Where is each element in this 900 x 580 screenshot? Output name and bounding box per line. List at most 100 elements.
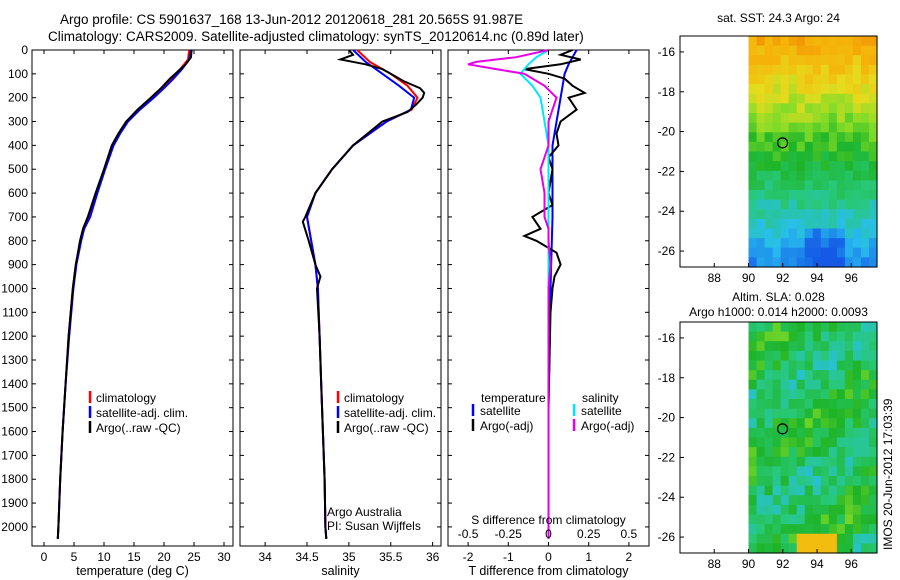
heatmap-cell bbox=[756, 495, 766, 506]
heatmap-cell bbox=[860, 418, 870, 429]
heatmap-cell bbox=[860, 322, 870, 333]
heatmap-cell bbox=[772, 341, 782, 352]
heatmap-cell bbox=[756, 504, 766, 516]
heatmap-cell bbox=[852, 74, 862, 85]
heatmap-cell bbox=[756, 485, 766, 496]
heatmap-cell bbox=[764, 84, 774, 95]
heatmap-cell bbox=[764, 350, 774, 362]
heatmap-cell bbox=[868, 418, 878, 429]
heatmap-cell bbox=[852, 370, 862, 381]
heatmap-cell bbox=[836, 93, 846, 104]
x-tick-label: -1 bbox=[503, 550, 514, 564]
legend-label: satellite bbox=[581, 404, 622, 418]
heatmap-cell bbox=[788, 247, 798, 258]
y-tick-label: 2000 bbox=[1, 520, 28, 534]
heatmap-cell bbox=[836, 190, 846, 201]
heatmap-cell bbox=[844, 543, 854, 554]
heatmap-cell bbox=[756, 466, 766, 477]
heatmap-cell bbox=[788, 504, 798, 516]
heatmap-cell bbox=[820, 427, 830, 439]
heatmap-cell bbox=[828, 84, 838, 95]
heatmap-cell bbox=[828, 180, 838, 191]
heatmap-cell bbox=[844, 447, 854, 458]
heatmap-cell bbox=[772, 360, 782, 371]
heatmap-cell bbox=[868, 504, 878, 516]
y-tick-label: 800 bbox=[8, 234, 28, 248]
map-y-tick-label: -18 bbox=[658, 85, 676, 99]
heatmap-cell bbox=[836, 170, 846, 181]
heatmap-cell bbox=[812, 524, 822, 535]
heatmap-cell bbox=[780, 456, 790, 467]
heatmap-cell bbox=[804, 543, 814, 554]
heatmap-cell bbox=[772, 247, 782, 258]
heatmap-cell bbox=[756, 218, 766, 230]
heatmap-cell bbox=[820, 437, 830, 448]
heatmap-cell bbox=[852, 93, 862, 104]
heatmap-cell bbox=[836, 209, 846, 220]
heatmap-cell bbox=[836, 238, 846, 249]
heatmap-cell bbox=[812, 331, 822, 342]
heatmap-cell bbox=[788, 45, 798, 56]
heatmap-cell bbox=[812, 218, 822, 230]
heatmap-cell bbox=[756, 322, 766, 333]
heatmap-cell bbox=[852, 113, 862, 124]
heatmap-cell bbox=[796, 55, 806, 66]
heatmap-cell bbox=[860, 113, 870, 124]
heatmap-cell bbox=[764, 543, 774, 554]
heatmap-cell bbox=[796, 132, 806, 143]
heatmap-cell bbox=[804, 84, 814, 95]
heatmap-cell bbox=[852, 55, 862, 66]
heatmap-cell bbox=[756, 84, 766, 95]
heatmap-cell bbox=[748, 170, 758, 181]
heatmap-cell bbox=[796, 379, 806, 390]
heatmap-cell bbox=[844, 350, 854, 362]
heatmap-cell bbox=[764, 218, 774, 230]
heatmap-cell bbox=[764, 322, 774, 333]
heatmap-cell bbox=[788, 322, 798, 333]
heatmap-cell bbox=[828, 113, 838, 124]
heatmap-cell bbox=[772, 379, 782, 390]
heatmap-cell bbox=[812, 151, 822, 162]
heatmap-cell bbox=[820, 533, 830, 544]
y-tick-label: 700 bbox=[8, 210, 28, 224]
heatmap-cell bbox=[756, 389, 766, 400]
heatmap-cell bbox=[844, 408, 854, 419]
heatmap-cell bbox=[868, 350, 878, 362]
heatmap-cell bbox=[868, 322, 878, 333]
legend-label: climatology bbox=[344, 391, 404, 405]
heatmap-cell bbox=[764, 113, 774, 124]
heatmap-cell bbox=[804, 322, 814, 333]
heatmap-cell bbox=[820, 199, 830, 210]
heatmap-cell bbox=[836, 447, 846, 458]
heatmap-cell bbox=[748, 370, 758, 381]
x-axis-label: temperature (deg C) bbox=[76, 564, 189, 578]
heatmap-cell bbox=[852, 209, 862, 220]
heatmap-cell bbox=[756, 93, 766, 104]
heatmap-cell bbox=[844, 141, 854, 153]
heatmap-cell bbox=[828, 45, 838, 56]
heatmap-cell bbox=[860, 399, 870, 410]
series-line-argo bbox=[301, 49, 426, 539]
heatmap-cell bbox=[844, 495, 854, 506]
heatmap-cell bbox=[844, 45, 854, 56]
heatmap-cell bbox=[852, 170, 862, 181]
x-axis-label: salinity bbox=[321, 564, 360, 578]
heatmap-cell bbox=[860, 456, 870, 467]
heatmap-cell bbox=[772, 103, 782, 114]
heatmap-cell bbox=[812, 161, 822, 172]
heatmap-cell bbox=[836, 533, 846, 544]
heatmap-cell bbox=[796, 447, 806, 458]
heatmap-cell bbox=[804, 45, 814, 56]
x-tick-label: 5 bbox=[71, 550, 78, 564]
map-y-tick-label: -22 bbox=[658, 164, 676, 178]
heatmap-cell bbox=[812, 495, 822, 506]
heatmap-cell bbox=[828, 379, 838, 390]
heatmap-cell bbox=[772, 257, 782, 268]
heatmap-cell bbox=[764, 161, 774, 172]
map-y-tick-label: -20 bbox=[658, 125, 676, 139]
heatmap-cell bbox=[796, 408, 806, 419]
heatmap-cell bbox=[836, 180, 846, 191]
heatmap-cell bbox=[828, 36, 838, 47]
heatmap-cell bbox=[812, 228, 822, 239]
heatmap-cell bbox=[748, 190, 758, 201]
